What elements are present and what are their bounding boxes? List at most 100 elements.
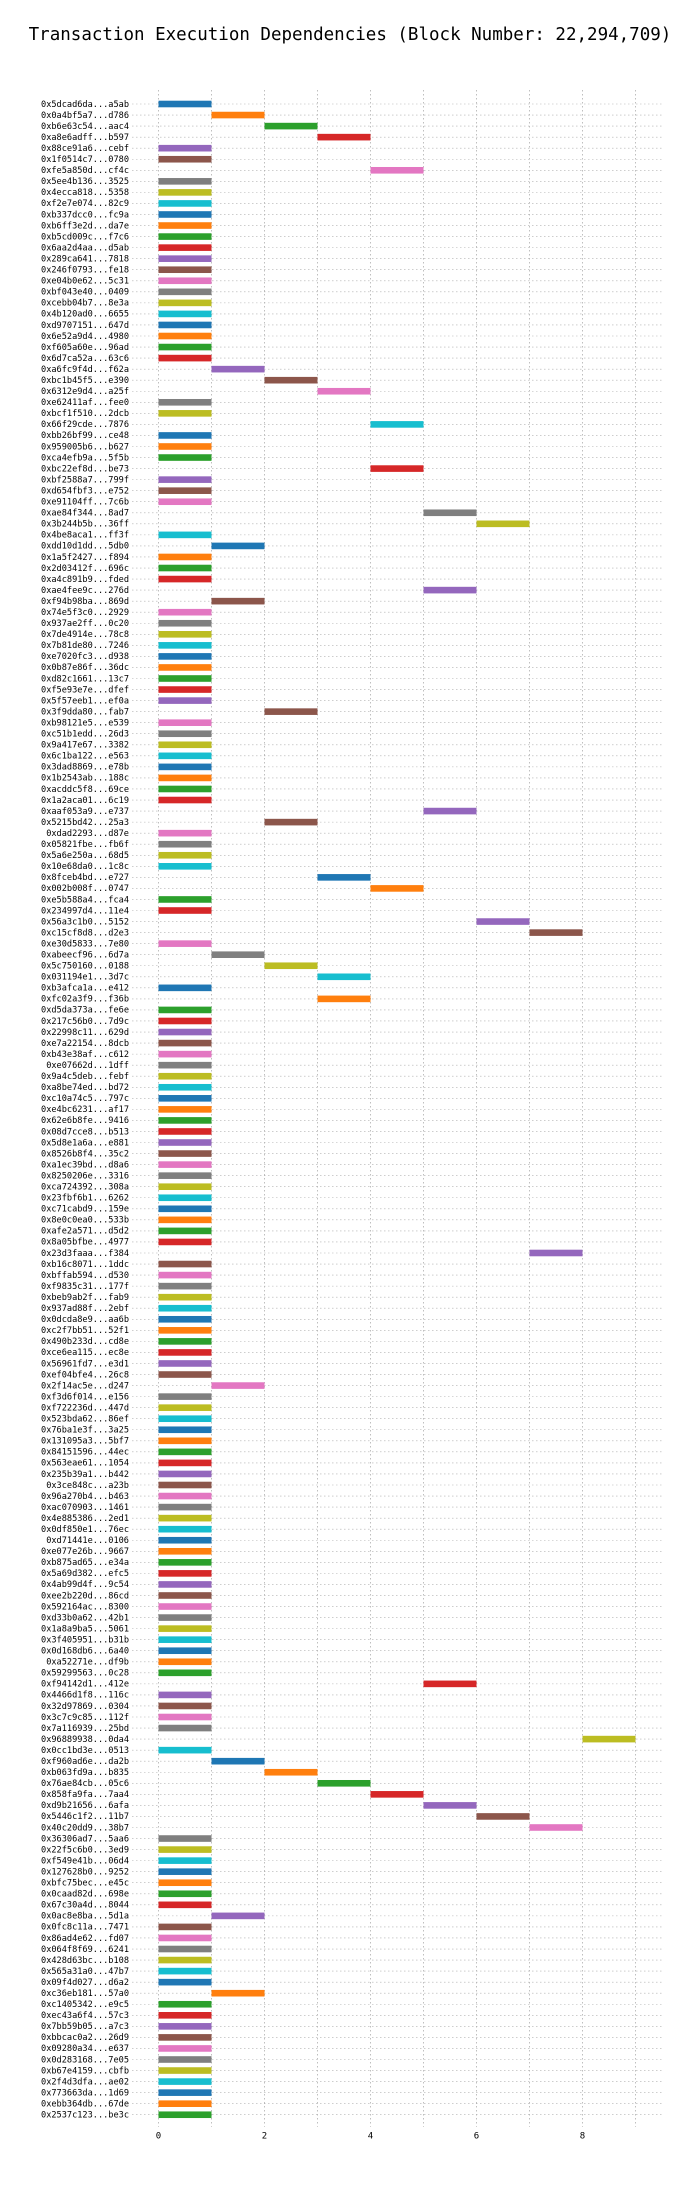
transaction-bar: [158, 487, 212, 494]
y-tick-label: 0x4ab99d4f...9c54: [41, 1580, 129, 1590]
y-tick-label: 0x0fc8c11a...7471: [41, 1923, 129, 1933]
transaction-bar: [476, 918, 530, 925]
transaction-bar: [158, 785, 212, 793]
y-tick-label: 0xb6ff3e2d...da7e: [41, 221, 129, 231]
y-tick-label: 0xd82c1661...13c7: [41, 674, 129, 684]
transaction-bar: [158, 1603, 212, 1610]
transaction-bar: [158, 288, 212, 296]
transaction-bar: [158, 189, 212, 196]
y-tick-label: 0xee2b220d...86cd: [41, 1591, 129, 1601]
y-tick-label: 0x09280a34...e637: [41, 2044, 129, 2054]
y-tick-label: 0x289ca641...7818: [41, 254, 129, 264]
transaction-bar: [158, 244, 212, 251]
y-tick-label: 0x86ad4e62...fd07: [41, 1934, 129, 1944]
transaction-bar: [529, 1824, 583, 1831]
transaction-bar: [158, 2111, 212, 2119]
transaction-bar: [158, 642, 212, 649]
transaction-bar: [158, 343, 212, 351]
y-tick-label: 0x5446c1f2...11b7: [41, 1812, 129, 1822]
y-tick-label: 0x064f8f69...6241: [41, 1945, 129, 1955]
y-tick-label: 0x4b120ad0...6655: [41, 310, 129, 320]
transaction-bar: [158, 1172, 212, 1179]
transaction-bar: [211, 365, 265, 373]
y-tick-label: 0xe077e26b...9667: [41, 1547, 129, 1557]
y-tick-label: 0x76ba1e3f...3a25: [41, 1426, 129, 1436]
y-tick-label: 0xe7020fc3...d938: [41, 652, 129, 662]
transaction-bar: [158, 2078, 212, 2085]
transaction-bar: [158, 1923, 212, 1931]
x-tick-labels: 0 2 4 6 8: [156, 2132, 585, 2142]
transaction-bar: [158, 1106, 212, 1113]
transaction-bar: [158, 1238, 212, 1246]
y-tick-label: 0xc1405342...e9c5: [41, 2000, 129, 2010]
transaction-bar: [158, 984, 212, 992]
transaction-bar: [529, 1249, 583, 1257]
transaction-bar: [158, 1072, 212, 1080]
transaction-bar: [211, 1912, 265, 1920]
y-tick-label: 0x6e52a9d4...4980: [41, 332, 129, 342]
transaction-bar: [158, 1481, 212, 1489]
y-tick-label: 0x959005b6...b627: [41, 442, 129, 452]
y-tick-label: 0x76ae84cb...05c6: [41, 1779, 129, 1789]
transaction-bar: [158, 299, 212, 307]
y-tick-label: 0x2f4d3dfa...ae02: [41, 2077, 129, 2087]
y-tick-label: 0xce6ea115...ec8e: [41, 1348, 129, 1358]
transaction-bar: [158, 454, 212, 461]
y-tick-label: 0x4ecca818...5358: [41, 188, 129, 198]
transaction-bar: [158, 222, 212, 229]
transaction-bar: [158, 697, 212, 704]
y-tick-label: 0x937ae2ff...0c20: [41, 619, 129, 629]
y-tick-label: 0xb063fd9a...b835: [41, 1768, 129, 1778]
transaction-bar: [264, 376, 318, 384]
transaction-bar: [158, 1006, 212, 1014]
transaction-bar: [158, 144, 212, 152]
transaction-bar: [158, 1636, 212, 1643]
y-tick-label: 0xa52271e...df9b: [46, 1658, 129, 1668]
transaction-bar: [158, 896, 212, 903]
transaction-bar: [158, 1028, 212, 1036]
y-tick-label: 0x8526b8f4...35c2: [41, 1149, 129, 1159]
y-tick-label: 0xd9b21656...6afa: [41, 1801, 129, 1811]
transaction-bar: [158, 1857, 212, 1864]
y-tick-label: 0x5a69d382...efc5: [41, 1569, 129, 1579]
y-tick-label: 0xa8be74ed...bd72: [41, 1083, 129, 1093]
transaction-bar: [158, 1691, 212, 1699]
transaction-bar: [158, 1315, 212, 1323]
y-tick-label: 0x56961fd7...e3d1: [41, 1359, 129, 1369]
y-tick-label: 0xbb26bf99...ce48: [41, 431, 129, 441]
y-tick-label: 0x10e68da0...1c8c: [41, 862, 129, 872]
y-tick-label: 0x5215bd42...25a3: [41, 818, 129, 828]
transaction-bar: [211, 1757, 265, 1765]
transaction-bar: [158, 1570, 212, 1577]
transaction-bar: [158, 266, 212, 274]
y-tick-label: 0xac070903...1461: [41, 1503, 129, 1513]
transaction-bar: [158, 1117, 212, 1124]
transaction-bar: [423, 586, 477, 594]
y-tick-label: 0x8fceb4bd...e727: [41, 873, 129, 883]
transaction-bar: [158, 1426, 212, 1434]
transaction-bar: [158, 498, 212, 506]
transaction-bar: [158, 1227, 212, 1235]
transaction-bar: [158, 233, 212, 240]
y-tick-label: 0xd71441e...0106: [46, 1536, 129, 1546]
transaction-bar: [158, 564, 212, 572]
transaction-bar: [211, 597, 265, 605]
transaction-bar: [158, 1271, 212, 1279]
y-tick-label: 0xbbcac0a2...26d9: [41, 2033, 129, 2043]
transaction-bar: [158, 1205, 212, 1213]
y-tick-label: 0x96a270b4...b463: [41, 1492, 129, 1502]
y-tick-label: 0xb3afca1a...e412: [41, 984, 129, 994]
y-tick-label: 0x0d168db6...6a40: [41, 1647, 129, 1657]
transaction-bar: [264, 962, 318, 970]
transaction-bar: [158, 2012, 212, 2019]
transaction-bar: [158, 476, 212, 483]
transaction-bar: [158, 310, 212, 318]
transaction-bar: [370, 166, 424, 174]
transaction-bar: [158, 1846, 212, 1853]
y-tick-label: 0x2d03412f...696c: [41, 564, 129, 574]
transaction-bar: [158, 1647, 212, 1655]
y-tick-label: 0x6c1ba122...e563: [41, 752, 129, 762]
transaction-bar: [211, 951, 265, 958]
y-tick-label: 0xc36eb181...57a0: [41, 1989, 129, 1999]
